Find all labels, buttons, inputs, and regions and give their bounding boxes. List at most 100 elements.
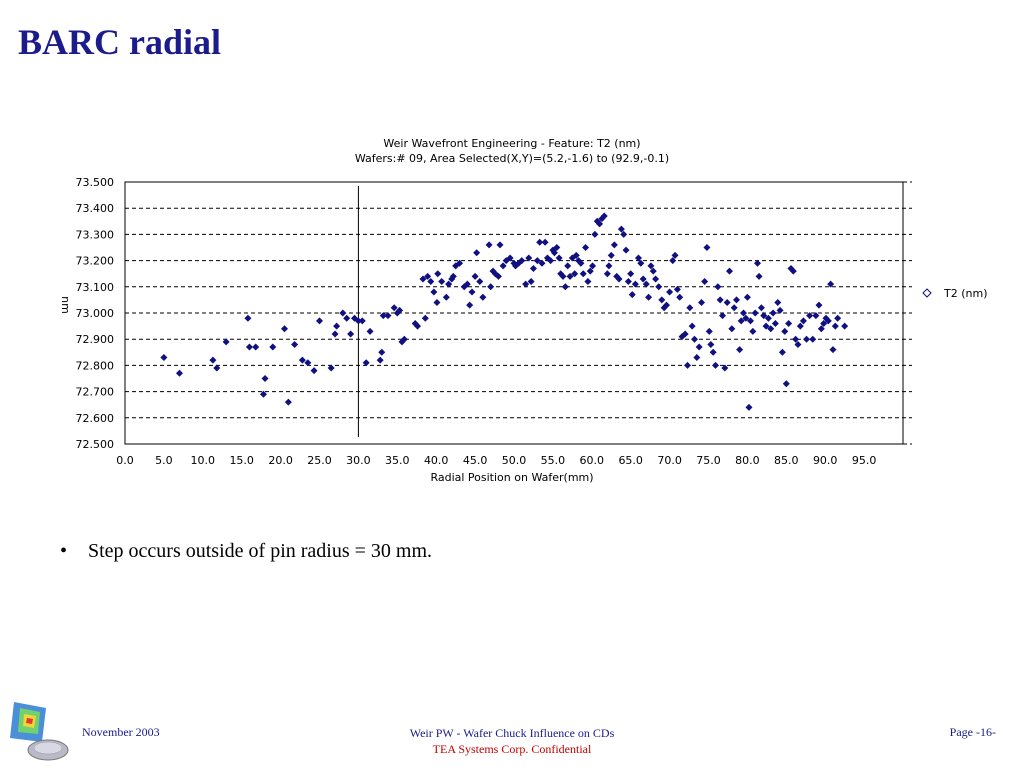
x-tick-label: 25.0 [307,454,332,467]
data-point [686,304,694,312]
data-point [796,322,804,330]
y-tick-label: 73.000 [76,307,115,320]
legend-label: T2 (nm) [943,287,987,300]
data-point [627,270,635,278]
data-point [529,264,537,272]
data-point [522,280,530,288]
data-point [782,380,790,388]
data-point [690,335,698,343]
data-point [331,330,339,338]
data-point [572,251,580,259]
data-point [434,270,442,278]
data-point [714,283,722,291]
data-point [261,375,269,382]
data-point [269,343,277,351]
data-point [649,267,657,275]
data-point [358,317,366,325]
data-point [721,364,729,372]
data-point [781,327,789,335]
data-point [471,272,479,280]
data-point [499,262,507,270]
x-tick-label: 20.0 [268,454,293,467]
data-point [291,340,299,348]
data-point [589,262,597,270]
data-point [829,346,837,354]
data-point [468,288,476,296]
y-tick-label: 73.100 [76,281,115,294]
x-axis-ticks: 0.0 5.0 10.0 15.0 20.0 25.0 30.0 35.0 40.0 45.0 50… [116,454,876,467]
data-point [683,361,691,369]
x-tick-label: 30.0 [346,454,371,467]
data-point [812,312,820,320]
data-point [747,317,755,325]
data-point [518,257,526,265]
x-tick-label: 5.0 [155,454,173,467]
company-logo-icon [10,702,69,761]
data-point [666,288,674,296]
data-point [327,364,335,372]
data-point [716,296,724,304]
x-tick-label: 65.0 [618,454,643,467]
data-point [476,278,484,286]
data-point [673,285,681,293]
data-point [617,225,625,233]
data-point [771,319,779,327]
data-point [559,272,567,280]
data-point [669,257,677,265]
data-point [703,244,711,251]
x-tick-label: 95.0 [852,454,877,467]
data-point [639,275,647,283]
x-tick-label: 15.0 [229,454,254,467]
data-point [755,272,763,280]
footer-center: Weir PW - Wafer Chuck Influence on CDs T… [312,725,712,757]
data-point [376,356,384,364]
data-point [298,356,306,364]
y-tick-label: 72.600 [76,412,115,425]
plot-frame [124,181,904,445]
data-point [582,244,590,251]
x-tick-label: 75.0 [696,454,721,467]
data-point [799,317,807,325]
data-point [414,322,422,330]
data-point [466,301,474,309]
data-point [655,283,663,291]
data-point [354,317,362,325]
footer-date: November 2003 [82,725,160,739]
data-point [280,325,288,333]
data-point [676,293,684,301]
data-point [628,291,636,299]
data-point [817,325,825,333]
data-point [244,314,252,322]
x-tick-label: 10.0 [191,454,216,467]
data-point [553,244,561,251]
data-point [485,241,493,249]
data-point [647,262,655,270]
data-point [831,322,839,330]
data-point [600,212,608,220]
data-point [695,343,703,351]
y-tick-label: 73.500 [76,176,115,189]
y-tick-label: 73.400 [76,202,115,215]
data-point [571,270,579,278]
data-points [160,212,849,411]
data-point [433,299,441,307]
data-point [456,259,464,267]
data-point [769,309,777,317]
data-point [366,327,374,335]
x-tick-label: 40.0 [424,454,449,467]
data-point [742,314,750,322]
data-point [209,356,217,364]
chart-title: Weir Wavefront Engineering - Feature: T2… [383,137,640,150]
data-point [662,301,670,309]
grid-lines [125,181,912,445]
data-point [688,322,696,330]
data-point [541,238,549,246]
data-point [213,364,221,372]
x-tick-label: 50.0 [502,454,527,467]
data-point [827,280,835,288]
data-point [438,278,446,286]
data-point [652,275,660,283]
footer-presentation-title: Weir PW - Wafer Chuck Influence on CDs [409,726,615,740]
data-point [245,343,253,351]
data-point [637,259,645,267]
